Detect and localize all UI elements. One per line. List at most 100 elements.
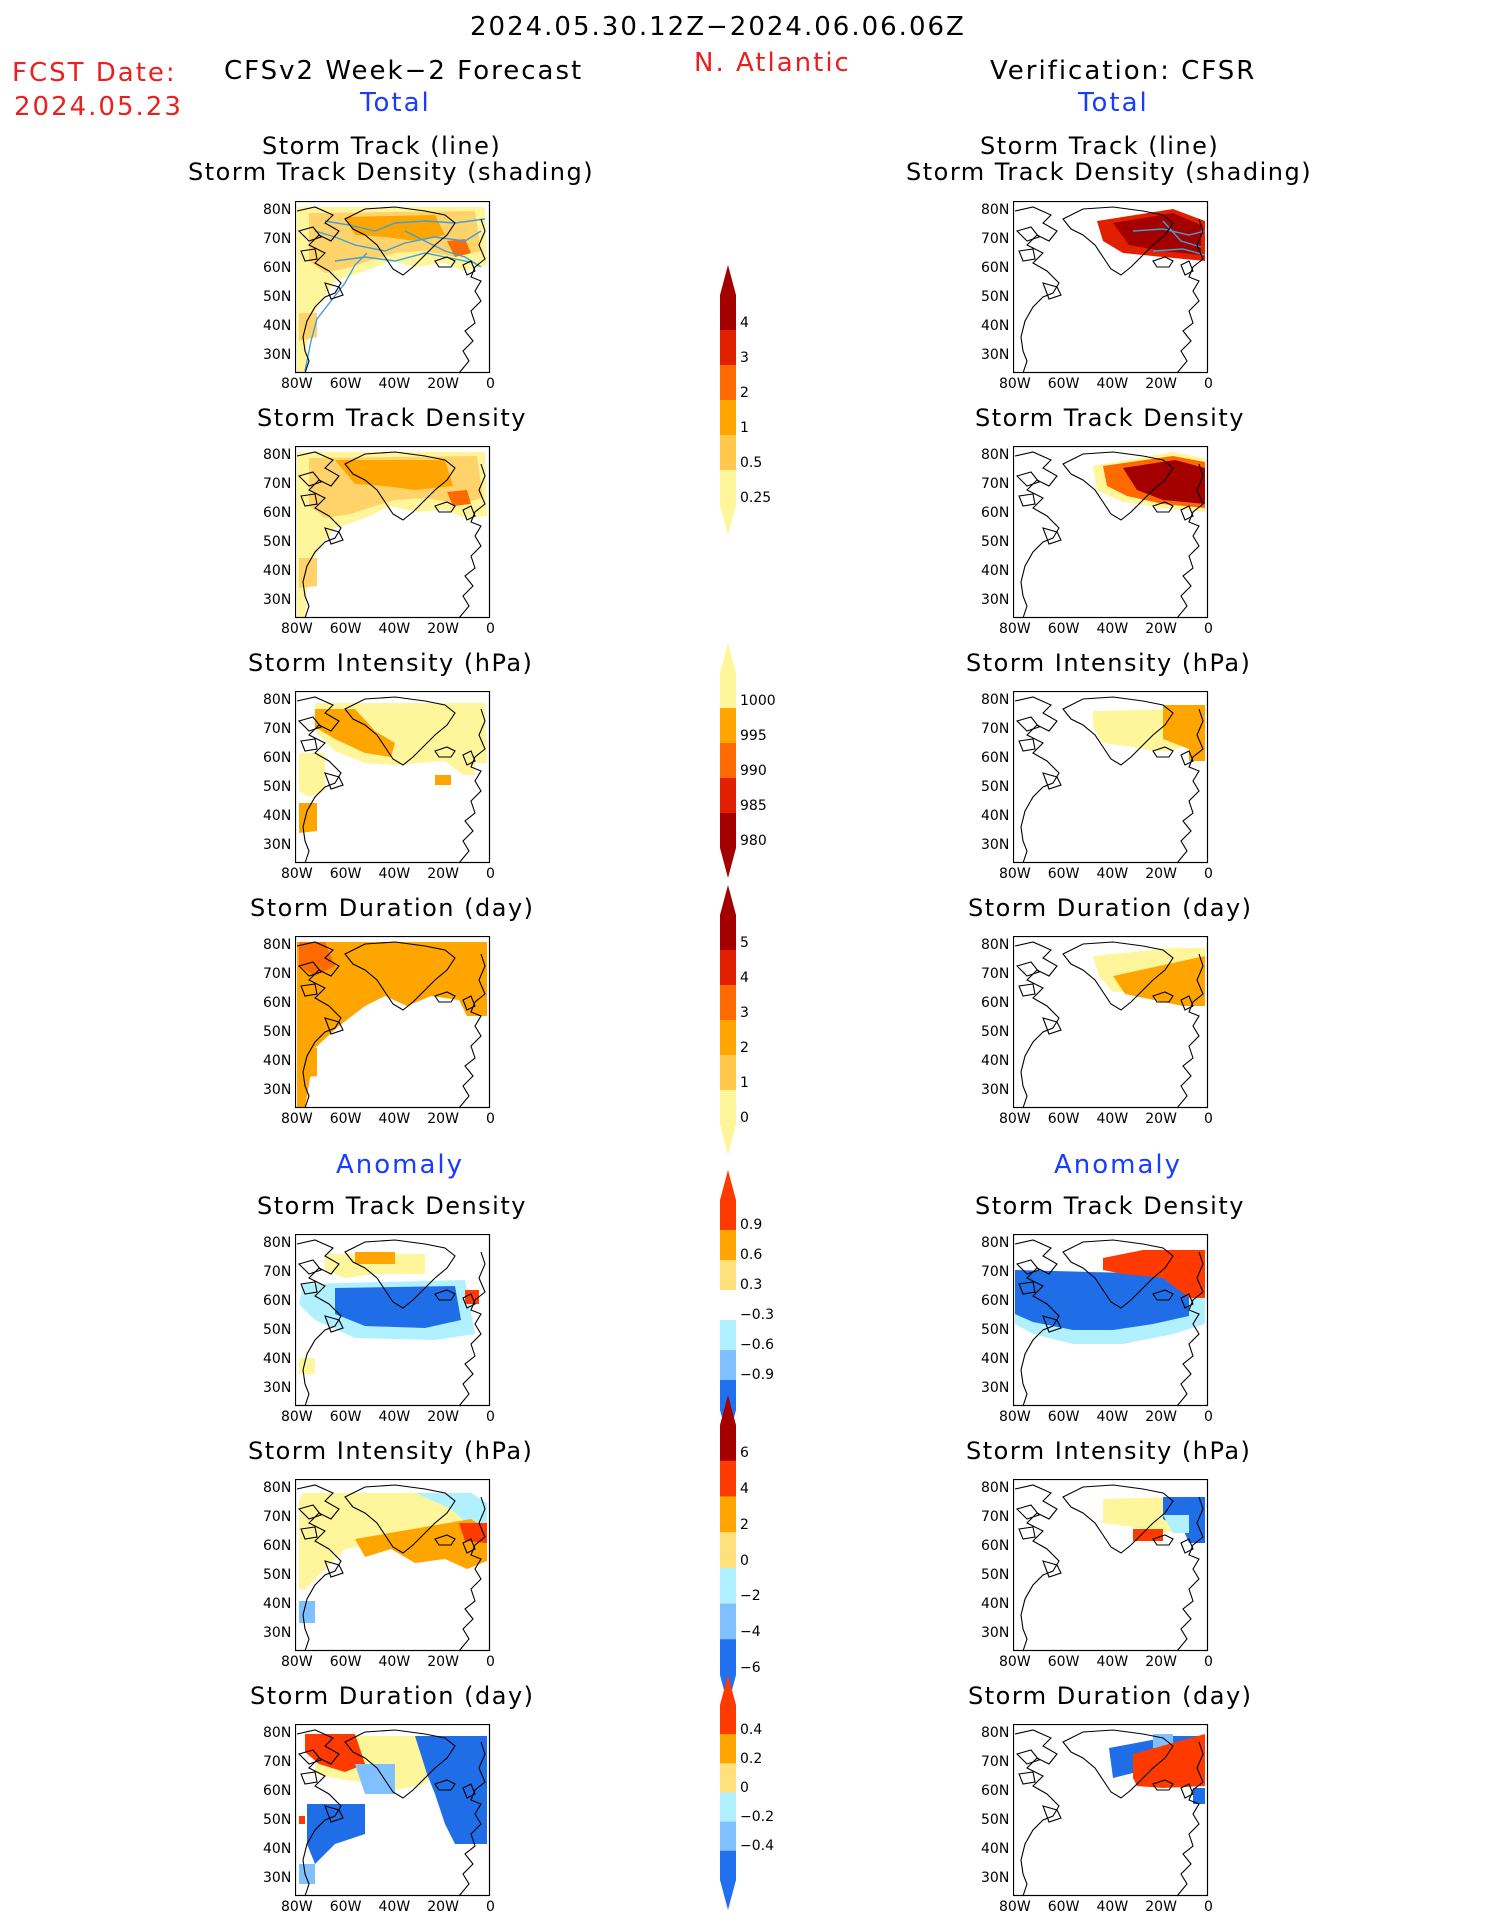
vf-anom-duration-map: [1013, 1724, 1209, 1897]
fc-track-lon-tick: 80W: [281, 376, 313, 392]
duration-total-swatch-3: [720, 1020, 736, 1056]
vf-anom-density-lat-tick: 70N: [981, 1264, 1010, 1280]
vf-track-coastline: [1014, 206, 1204, 374]
fc-anom-intensity-lat-tick: 80N: [263, 1480, 292, 1496]
vf-intensity-lat-tick: 60N: [981, 750, 1010, 766]
density-total-swatch-1: [720, 330, 736, 366]
vf-anom-duration-coast-7: [1180, 1783, 1194, 1799]
vf-intensity-shade-1: [1163, 705, 1205, 761]
fc-density-lon-tick: 0: [486, 621, 495, 637]
fc-density-lat-tick: 80N: [263, 447, 292, 463]
right-duration-title: Storm Duration (day): [968, 894, 1253, 922]
vf-intensity-lat-tick: 50N: [981, 779, 1010, 795]
vf-intensity-lat-tick: 80N: [981, 692, 1010, 708]
fc-track-lon-tick: 60W: [329, 376, 362, 392]
date-range-title: 2024.05.30.12Z−2024.06.06.06Z: [470, 12, 966, 42]
fc-anom-intensity-frame: [295, 1479, 491, 1652]
density-total-label: 2: [740, 385, 749, 401]
vf-anom-density-map: [1013, 1234, 1209, 1407]
vf-density-coast-5: [1152, 501, 1174, 513]
density-total-label: 1: [740, 420, 749, 436]
density-anom-swatch-5: [720, 1350, 736, 1381]
vf-intensity-coast-6: [1176, 708, 1204, 864]
vf-duration-lat-tick: 60N: [981, 995, 1010, 1011]
fc-anom-density-lon-tick: 0: [486, 1409, 495, 1425]
fc-anom-duration-coast-4: [324, 1805, 344, 1823]
intensity-anom-top-arrow: [720, 1395, 736, 1425]
fc-anom-intensity-coast-7: [462, 1538, 476, 1554]
density-anom-top-arrow: [720, 1170, 736, 1200]
vf-anom-density-lon-tick: 60W: [1047, 1409, 1080, 1425]
duration-total-swatch-1: [720, 950, 736, 986]
vf-density-lat-tick: 80N: [981, 447, 1010, 463]
vf-duration-lat-tick: 80N: [981, 937, 1010, 953]
fc-anom-intensity-lat-tick: 60N: [263, 1538, 292, 1554]
vf-duration-map: [1013, 936, 1209, 1109]
fc-anom-duration-coast-0: [344, 1729, 456, 1799]
fc-anom-density-frame: [295, 1234, 491, 1407]
duration-total-label: 0: [740, 1110, 749, 1126]
density-total-label: 0.25: [740, 490, 772, 506]
vf-density-shade-2: [1123, 460, 1205, 504]
fc-anom-duration-shade-5: [299, 1864, 315, 1884]
vf-intensity-lat-tick: 40N: [981, 808, 1010, 824]
vf-duration-coast-6: [1176, 953, 1204, 1109]
vf-anom-intensity-frame: [1013, 1479, 1209, 1652]
vf-track-coast-7: [1180, 260, 1194, 276]
vf-anom-density-coast-1: [1014, 1239, 1060, 1407]
fc-density-lat-tick: 30N: [263, 592, 292, 608]
vf-density-frame: [1013, 446, 1209, 619]
vf-anom-density-lat-tick: 60N: [981, 1293, 1010, 1309]
fc-intensity-coast-6: [458, 708, 486, 864]
fc-duration-coast-3: [300, 983, 318, 997]
vf-intensity-shade-2: [1135, 733, 1163, 747]
fc-density-lon-tick: 40W: [378, 621, 411, 637]
fc-anom-duration-shade-3: [307, 1804, 365, 1864]
vf-anom-duration-coast-3: [1018, 1771, 1036, 1785]
vf-intensity-lat-tick: 30N: [981, 837, 1010, 853]
vf-duration-shade-1: [1113, 956, 1205, 1006]
fc-intensity-map: [295, 691, 491, 864]
fc-anom-intensity-shade-2: [355, 1519, 487, 1569]
fc-intensity-coast-0: [344, 696, 456, 766]
vf-intensity-coast-4: [1042, 772, 1062, 790]
vf-anom-intensity-lat-tick: 30N: [981, 1625, 1010, 1641]
fc-intensity-coast-5: [434, 746, 456, 758]
fc-anom-density-coast-6: [458, 1251, 486, 1407]
fc-anom-intensity-map: [295, 1479, 491, 1652]
vf-intensity-coast-1: [1014, 696, 1060, 864]
intensity-total-colorbar: [720, 643, 736, 878]
fc-intensity-lat-tick: 70N: [263, 721, 292, 737]
vf-duration-lat-tick: 50N: [981, 1024, 1010, 1040]
vf-duration-lat-tick: 40N: [981, 1053, 1010, 1069]
fc-anom-intensity-coast-3: [300, 1526, 318, 1540]
intensity-anom-swatch-2: [720, 1496, 736, 1533]
vf-anom-density-lat-tick: 50N: [981, 1322, 1010, 1338]
vf-anom-intensity-lon-tick: 20W: [1145, 1654, 1177, 1670]
intensity-total-top-arrow: [720, 643, 736, 673]
intensity-anom-swatch-0: [720, 1425, 736, 1462]
duration-anom-swatch-2: [720, 1763, 736, 1793]
right-anom-density-title: Storm Track Density: [975, 1192, 1245, 1220]
fc-anom-density-map: [295, 1234, 491, 1407]
vf-anom-duration-shade-3: [1193, 1788, 1205, 1804]
intensity-total-swatch-4: [720, 813, 736, 849]
fc-track-coast-0: [344, 206, 456, 276]
fc-anom-density-coast-2: [297, 1259, 322, 1275]
density-anom-swatch-2: [720, 1260, 736, 1291]
fc-anom-density-shade-5: [299, 1358, 315, 1374]
left-anom-intensity-title: Storm Intensity (hPa): [248, 1437, 534, 1465]
vf-duration-coastline: [1014, 941, 1204, 1109]
vf-density-lon-tick: 0: [1204, 621, 1213, 637]
vf-duration-lon-tick: 80W: [999, 1111, 1031, 1127]
duration-anom-label: 0.2: [740, 1750, 763, 1767]
fc-duration-coast-1: [296, 941, 342, 1109]
vf-density-lat-tick: 60N: [981, 505, 1010, 521]
fc-anom-density-lat-tick: 70N: [263, 1264, 292, 1280]
fc-track-lat-tick: 40N: [263, 318, 292, 334]
fc-anom-density-lat-tick: 40N: [263, 1351, 292, 1367]
left-density-title: Storm Track Density: [257, 404, 527, 432]
fc-track-shading: [297, 207, 487, 373]
fc-duration-lon-tick: 80W: [281, 1111, 313, 1127]
left-track-line-title: Storm Track (line): [262, 132, 502, 160]
